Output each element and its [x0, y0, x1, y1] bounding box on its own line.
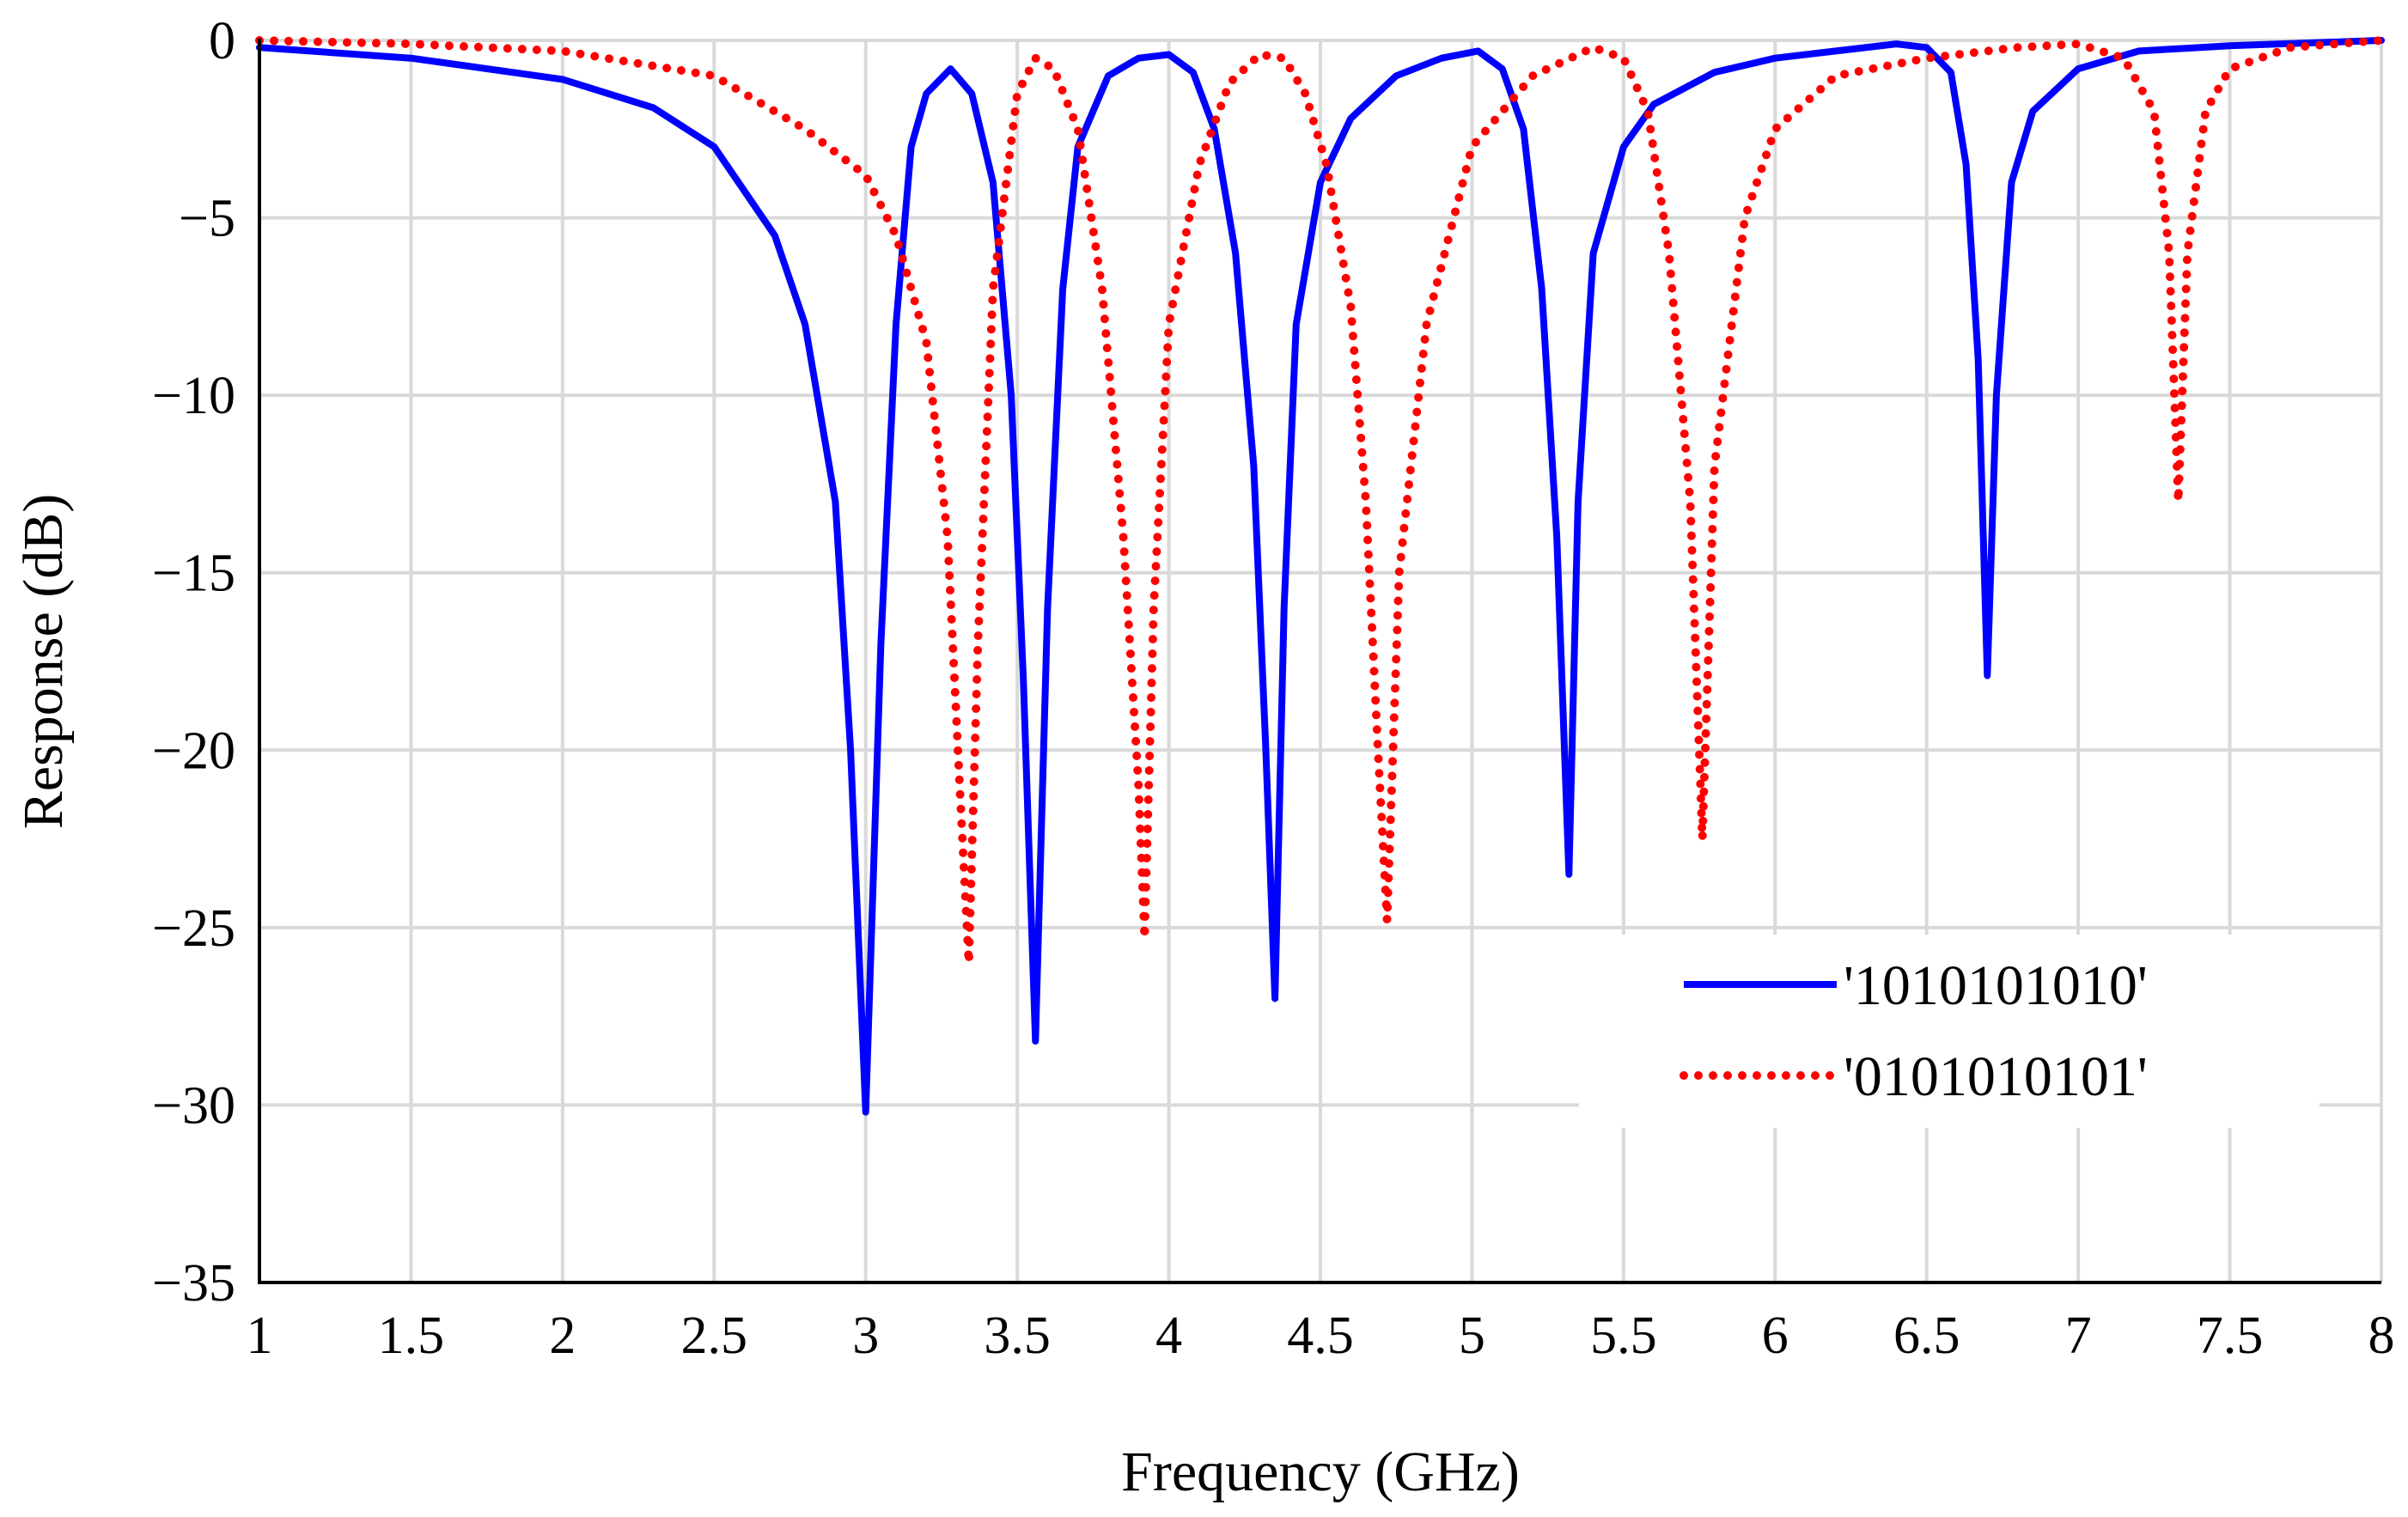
- x-tick-label: 1: [247, 1307, 273, 1365]
- y-tick-label: 0: [209, 12, 235, 70]
- axes: [258, 39, 2381, 1284]
- grid: [259, 39, 2383, 1282]
- legend-box: [1579, 935, 2320, 1128]
- series-group: [255, 36, 2386, 1116]
- legend-label: '0101010101': [1844, 1045, 2148, 1108]
- y-tick-label: −5: [179, 190, 235, 248]
- x-tick-label: 8: [2368, 1307, 2395, 1365]
- y-tick-label: −15: [152, 545, 235, 603]
- y-tick-label: −10: [152, 367, 235, 425]
- x-tick-label: 2.5: [681, 1307, 748, 1365]
- series-line-1010101010: [256, 37, 2385, 1116]
- x-tick-label: 1.5: [378, 1307, 445, 1365]
- legend: '1010101010' '0101010101': [1579, 935, 2320, 1128]
- x-tick-label: 7: [2065, 1307, 2092, 1365]
- x-tick-label: 5: [1459, 1307, 1485, 1365]
- y-tick-label: −25: [152, 899, 235, 958]
- y-axis-title: Response (dB): [12, 494, 75, 829]
- y-tick-label: −20: [152, 722, 235, 780]
- x-tick-label: 3.5: [984, 1307, 1051, 1365]
- x-tick-label: 6.5: [1893, 1307, 1960, 1365]
- x-tick-label: 4.5: [1287, 1307, 1354, 1365]
- x-tick-label: 7.5: [2197, 1307, 2264, 1365]
- x-tick-label: 5.5: [1590, 1307, 1657, 1365]
- series-line-0101010101: [255, 36, 2386, 968]
- y-tick-label: −35: [152, 1254, 235, 1313]
- x-tick-label: 6: [1762, 1307, 1789, 1365]
- x-tick-label: 2: [549, 1307, 576, 1365]
- y-tick-label: −30: [152, 1076, 235, 1135]
- tick-labels: 1 1.5 2 2.5 3 3.5 4 4.5 5 5.5 6 6.5 7 7.5 8 0 −5 −10 −15 −2…: [152, 12, 2394, 1365]
- x-tick-label: 4: [1155, 1307, 1182, 1365]
- x-tick-label: 3: [852, 1307, 879, 1365]
- x-axis-title: Frequency (GHz): [1121, 1441, 1520, 1503]
- legend-label: '1010101010': [1844, 954, 2148, 1017]
